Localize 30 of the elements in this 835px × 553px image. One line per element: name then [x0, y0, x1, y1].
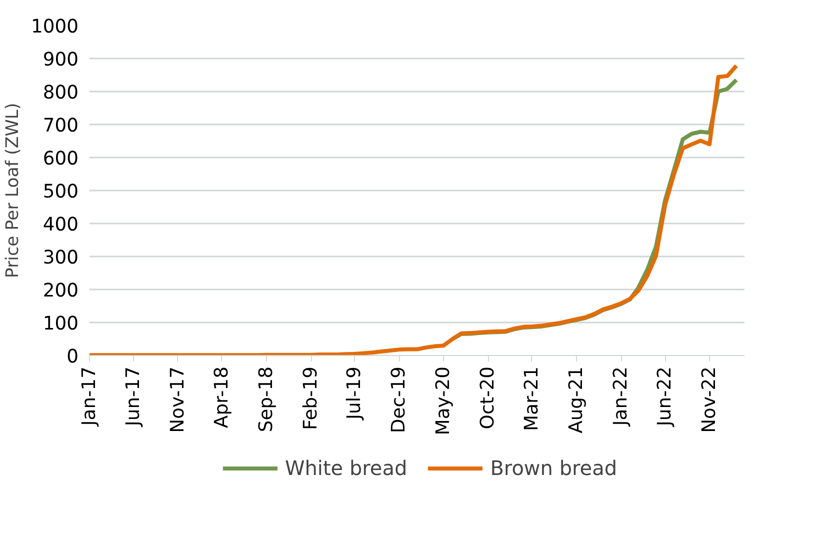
y-axis-title: Price Per Loaf (ZWL): [3, 102, 24, 278]
y-tick-label: 1000: [31, 16, 79, 38]
x-tick-label: Jan-17: [79, 366, 100, 427]
x-tick-label: Jun-17: [122, 366, 144, 428]
x-tick-label: Apr-18: [211, 366, 232, 428]
y-tick-label: 900: [42, 50, 78, 70]
x-tick-label: Feb-19: [300, 366, 322, 430]
y-tick-label: 300: [42, 248, 78, 268]
line-series: [90, 64, 738, 356]
x-tick-label: Oct-20: [478, 366, 499, 430]
x-tick-label: Nov-22: [699, 366, 720, 433]
legend-label: White bread: [284, 456, 408, 480]
y-tick-label: 700: [42, 116, 78, 136]
x-tick-label: Sep-18: [256, 366, 277, 432]
x-tick-label: Dec-19: [388, 366, 410, 434]
x-tick-label: Nov-17: [168, 366, 188, 433]
x-tick-label: Mar-21: [521, 366, 542, 431]
y-tick-label: 100: [42, 314, 78, 334]
y-tick-label: 600: [42, 148, 78, 170]
y-tick-label: 0: [66, 346, 79, 368]
y-tick-label: 800: [42, 82, 78, 104]
x-tick-label: Jul-19: [344, 366, 366, 420]
y-tick-label: 500: [42, 182, 78, 202]
x-tick-label: Jun-22: [654, 366, 676, 428]
x-tick-label: Jan-22: [610, 366, 632, 427]
x-tick-label: Aug-21: [566, 366, 588, 434]
legend-label: Brown bread: [490, 456, 618, 480]
y-tick-label: 200: [42, 280, 78, 302]
x-tick-label: May-20: [432, 366, 454, 436]
y-tick-label: 400: [42, 214, 78, 236]
